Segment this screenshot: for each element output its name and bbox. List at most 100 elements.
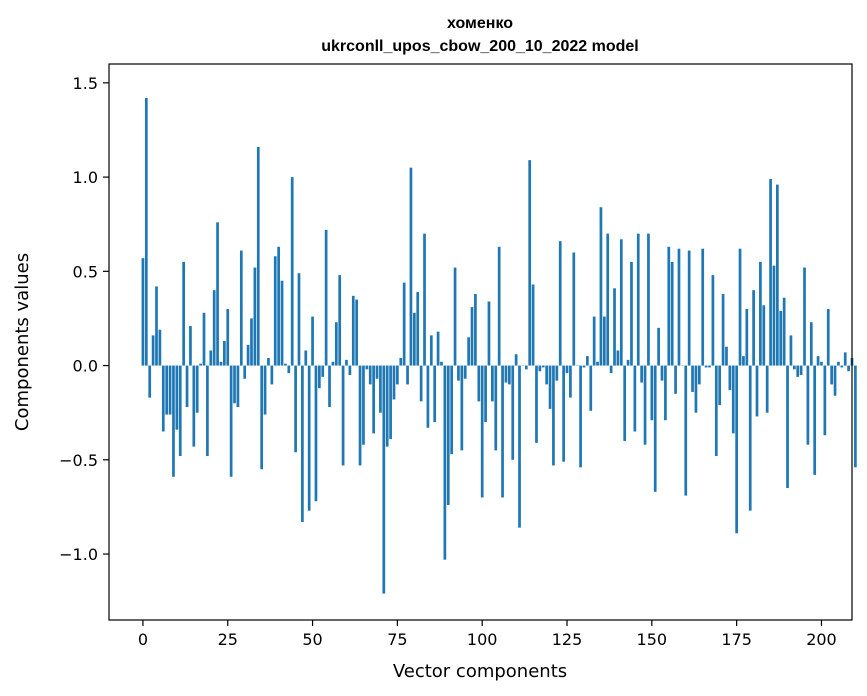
bar xyxy=(786,365,789,489)
bar xyxy=(256,146,260,366)
y-tick-label: −0.5 xyxy=(59,451,98,470)
bar xyxy=(314,365,318,502)
bar xyxy=(290,177,294,366)
bar xyxy=(501,365,504,498)
bar xyxy=(467,337,470,366)
bar xyxy=(725,346,728,366)
bar xyxy=(484,365,487,423)
x-tick-label: 125 xyxy=(552,630,583,649)
bar xyxy=(735,365,739,534)
bar xyxy=(474,293,477,366)
bar xyxy=(745,309,749,366)
bar xyxy=(847,365,850,372)
bar xyxy=(341,365,345,466)
bar xyxy=(826,309,830,366)
bar xyxy=(694,365,698,413)
bar xyxy=(440,361,443,366)
bar xyxy=(684,365,688,496)
bar xyxy=(396,365,399,385)
bar xyxy=(280,280,284,366)
bar xyxy=(545,365,549,385)
bar xyxy=(670,261,674,366)
bar xyxy=(555,365,559,381)
bar xyxy=(643,365,647,445)
bar xyxy=(792,365,796,370)
bar xyxy=(558,241,562,366)
bar xyxy=(592,316,596,366)
bar xyxy=(664,365,667,421)
bar xyxy=(823,365,827,436)
bar xyxy=(589,365,593,411)
bar xyxy=(494,365,498,451)
bar xyxy=(338,275,342,366)
bar xyxy=(619,239,623,366)
bar xyxy=(270,365,274,385)
bar xyxy=(718,365,722,406)
x-tick-label: 75 xyxy=(387,630,407,649)
x-tick-label: 0 xyxy=(138,630,148,649)
y-tick-label: 1.0 xyxy=(73,168,98,187)
bar xyxy=(429,335,433,366)
bar xyxy=(477,365,481,402)
bar xyxy=(297,273,301,366)
y-tick-label: 0.0 xyxy=(73,357,98,376)
bar xyxy=(260,365,264,470)
bar xyxy=(233,365,236,404)
bar xyxy=(759,261,762,366)
bar xyxy=(192,365,196,447)
bar xyxy=(287,365,291,374)
bar xyxy=(647,233,650,366)
bar xyxy=(837,361,840,366)
chart-title-line2: ukrconll_upos_cbow_200_10_2022 model xyxy=(321,38,638,55)
x-tick-label: 100 xyxy=(467,630,498,649)
bar xyxy=(755,365,759,417)
bar xyxy=(355,299,359,366)
bar xyxy=(514,354,518,366)
bar xyxy=(328,365,331,408)
bar xyxy=(691,365,694,392)
bar xyxy=(541,365,545,368)
bar xyxy=(385,365,389,447)
bar xyxy=(616,350,620,366)
x-tick-label: 175 xyxy=(721,630,752,649)
bar xyxy=(538,365,542,372)
bar xyxy=(379,365,382,413)
bar xyxy=(572,252,576,366)
bar xyxy=(202,312,206,366)
bar xyxy=(565,365,569,374)
bar xyxy=(433,365,437,423)
bar xyxy=(772,265,776,366)
bar xyxy=(833,365,837,396)
bar xyxy=(840,365,844,368)
bar xyxy=(776,184,779,366)
bar xyxy=(345,359,348,366)
y-tick-label: 1.5 xyxy=(73,74,98,93)
bar xyxy=(633,365,637,432)
bar xyxy=(151,335,155,366)
bar xyxy=(535,365,538,443)
bar xyxy=(504,365,508,383)
bar xyxy=(206,365,209,457)
bar xyxy=(830,365,834,385)
bar xyxy=(236,365,240,408)
bar xyxy=(446,365,450,506)
bar xyxy=(738,248,742,366)
bar xyxy=(650,365,654,421)
bar xyxy=(209,350,213,366)
bar xyxy=(636,233,640,366)
bar xyxy=(399,358,403,366)
bar xyxy=(311,316,314,366)
bar xyxy=(402,282,406,366)
bar xyxy=(165,365,169,415)
bar xyxy=(586,356,589,366)
bar xyxy=(626,359,630,366)
bars-group xyxy=(141,97,857,594)
bar xyxy=(582,365,586,368)
bar xyxy=(239,250,243,366)
bar xyxy=(172,365,175,477)
bar xyxy=(518,365,521,528)
bar xyxy=(436,331,440,366)
x-tick-label: 150 xyxy=(637,630,668,649)
bar xyxy=(263,365,267,415)
bar xyxy=(226,309,230,366)
